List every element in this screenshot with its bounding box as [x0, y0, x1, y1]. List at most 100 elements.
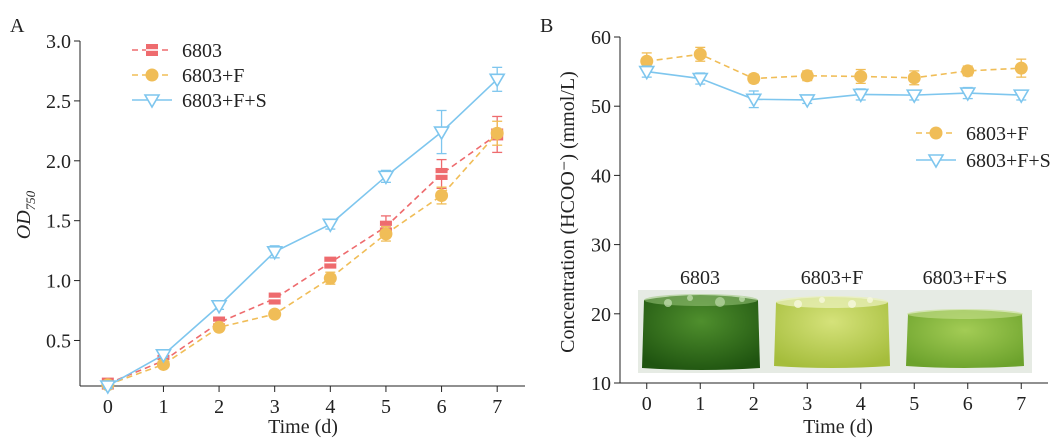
- panel-a-series: [99, 66, 506, 395]
- panel-b-point: [852, 88, 870, 104]
- panel-b-line-6803-f-s: [646, 70, 1022, 101]
- panel-a-legend-item: 6803+F: [132, 65, 244, 87]
- panel-a-point: [155, 349, 172, 364]
- panel-b-x-tick-label: 5: [909, 393, 919, 415]
- panel-a-legend-label: 6803+F+S: [182, 90, 267, 112]
- panel-a-y-tick-label: 2.5: [46, 91, 71, 113]
- panel-b-series: [638, 46, 1030, 109]
- panel-a-point: [435, 189, 449, 203]
- panel-a-series-6803-f-s: [99, 66, 506, 395]
- panel-a-y-tick-label: 0.5: [46, 330, 71, 352]
- panel-b-point: [745, 93, 763, 108]
- panel-b-legend-label: 6803+F: [966, 123, 1028, 145]
- panel-a-point: [379, 227, 393, 241]
- panel-a-point: [488, 73, 506, 88]
- panel-b-x-tick-label: 3: [802, 393, 812, 415]
- panel-a-line-6803-f-s: [107, 78, 498, 387]
- panel-b-x-tick-label: 0: [642, 393, 652, 415]
- panel-a-line-6803-f: [107, 132, 498, 386]
- panel-a-x-tick-label: 4: [325, 396, 335, 418]
- panel-b-y-axis-label: Concentration (HCOO⁻) (mmol/L): [557, 71, 579, 353]
- panel-a-point: [99, 380, 117, 395]
- panel-a-y-axis-label: OD750: [13, 190, 38, 239]
- panel-b-point: [905, 89, 923, 104]
- panel-b-legend-marker: [929, 126, 943, 140]
- panel-b-x-tick-label: 4: [856, 393, 866, 415]
- panel-b-point: [691, 72, 709, 88]
- panel-b-y-tick-label: 20: [591, 304, 611, 326]
- panel-a-y-tick-label: 1.0: [46, 271, 71, 293]
- panel-a-legend-marker: [145, 68, 159, 82]
- panel-b-label: B: [540, 15, 553, 37]
- panel-b-legend-marker: [927, 154, 945, 169]
- panel-a-x-tick-label: 2: [214, 396, 224, 418]
- panel-b-point: [638, 65, 656, 81]
- panel-b: B 10 20 30 40 50 60 0 1 2 3 4 5 6 7: [540, 15, 1051, 438]
- panel-b-x-tick-label: 6: [963, 393, 973, 415]
- panel-a-x-tick-label: 0: [103, 396, 113, 418]
- panel-a-x-tick-label: 7: [492, 396, 502, 418]
- panel-b-x-axis-label: Time (d): [803, 416, 873, 438]
- panel-a-legend-marker: [143, 94, 161, 109]
- panel-a-legend-marker: [146, 44, 158, 56]
- panel-a-point: [377, 170, 395, 185]
- panel-a-x-tick-label: 5: [381, 396, 391, 418]
- panel-b-legend-label: 6803+F+S: [966, 150, 1051, 172]
- panel-b-y-tick-label: 10: [591, 373, 611, 395]
- flask-photo-inset: 6803 6803+F 6803+F+S: [638, 267, 1032, 373]
- panel-a-line-6803: [107, 133, 498, 385]
- panel-a-point: [266, 246, 284, 261]
- panel-b-point: [640, 54, 654, 68]
- photo-label-6803-f-s: 6803+F+S: [923, 267, 1008, 289]
- panel-b-x-tick-label: 7: [1016, 393, 1026, 415]
- panel-a-point: [435, 167, 448, 180]
- panel-a-x-tick-label: 3: [270, 396, 280, 418]
- panel-b-series-6803-f-s: [638, 65, 1030, 109]
- panel-a-y-tick-label: 3.0: [46, 31, 71, 53]
- panel-b-y-tick-label: 30: [591, 235, 611, 257]
- photo-label-6803-f: 6803+F: [801, 267, 863, 289]
- panel-a-point: [490, 126, 504, 140]
- panel-b-y-tick-label: 40: [591, 165, 611, 187]
- panel-a-legend-label: 6803: [182, 40, 222, 62]
- panel-b-point: [798, 94, 816, 109]
- panel-a-y-axis-label-sub: 750: [23, 190, 38, 210]
- panel-a-point: [321, 218, 339, 233]
- panel-b-point: [1014, 61, 1028, 75]
- panel-b-legend-item: 6803+F+S: [916, 150, 1051, 172]
- panel-b-point: [1012, 89, 1030, 104]
- panel-a-legend-item: 6803+F+S: [132, 90, 267, 112]
- flask-6803-f-s-photo: [906, 309, 1024, 368]
- panel-a-point: [268, 292, 281, 305]
- panel-a-legend-item: 6803: [132, 40, 222, 62]
- panel-a-label: A: [10, 15, 25, 37]
- panel-a-x-tick-label: 1: [158, 396, 168, 418]
- panel-a-y-axis-label-main: OD: [13, 210, 35, 239]
- panel-b-point: [854, 69, 868, 83]
- panel-b-point: [961, 64, 975, 78]
- panel-b-y-tick-label: 50: [591, 96, 611, 118]
- panel-b-series-6803-f: [640, 46, 1028, 86]
- panel-b-legend-item: 6803+F: [916, 123, 1028, 145]
- panel-a-point: [156, 357, 170, 371]
- panel-a-x-tick-label: 6: [437, 396, 447, 418]
- panel-a: A 0.5 1.0 1.5 2.0 2.5 3.0 0 1 2 3 4 5 6 7 Time (d) OD…: [10, 15, 525, 438]
- panel-a-x-axis-label: Time (d): [268, 416, 338, 438]
- panel-a-point: [212, 320, 226, 334]
- panel-a-point: [268, 307, 282, 321]
- panel-b-x-tick-label: 1: [695, 393, 705, 415]
- panel-b-point: [800, 69, 814, 83]
- panel-a-legend: 6803 6803+F 6803+F+S: [132, 40, 267, 112]
- panel-a-y-tick-label: 2.0: [46, 151, 71, 173]
- panel-b-point: [907, 71, 921, 85]
- panel-b-legend: 6803+F 6803+F+S: [916, 123, 1051, 172]
- flask-6803-photo: [642, 294, 760, 370]
- panel-a-point: [433, 126, 450, 141]
- panel-a-legend-label: 6803+F: [182, 65, 244, 87]
- panel-a-axes: 0.5 1.0 1.5 2.0 2.5 3.0 0 1 2 3 4 5 6 7: [46, 31, 525, 418]
- panel-b-y-tick-label: 60: [591, 27, 611, 49]
- panel-b-point: [959, 87, 977, 102]
- panel-b-x-tick-label: 2: [749, 393, 759, 415]
- panel-b-point: [693, 47, 707, 61]
